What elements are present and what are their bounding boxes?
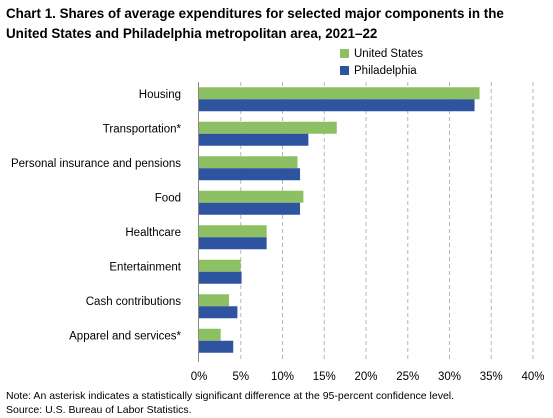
bar-philadelphia <box>199 237 267 250</box>
category-label: Personal insurance and pensions <box>11 158 181 170</box>
x-tick-label: 0% <box>191 371 208 383</box>
bar-philadelphia <box>199 168 301 181</box>
bar-united-states <box>199 225 267 238</box>
category-label: Food <box>155 192 181 204</box>
legend-swatch-us <box>340 49 349 58</box>
legend-item-us: United States <box>340 45 423 62</box>
bar-philadelphia <box>199 202 301 215</box>
bar-philadelphia <box>199 133 309 146</box>
category-label: Apparel and services* <box>69 330 181 342</box>
bar-united-states <box>199 328 221 341</box>
x-tick-label: 30% <box>438 371 461 383</box>
legend-item-philadelphia: Philadelphia <box>340 62 423 79</box>
legend-swatch-philadelphia <box>340 66 349 75</box>
bar-philadelphia <box>199 271 242 284</box>
bar-chart-plot: 0% 5% 10% 15% 20% 25% 30% 35% 40% Housing Transpor… <box>11 82 545 383</box>
category-label: Cash contributions <box>86 296 181 308</box>
x-tick-label: 20% <box>354 371 377 383</box>
bar-united-states <box>199 121 337 134</box>
bar-united-states <box>199 87 480 100</box>
source-text: Source: U.S. Bureau of Labor Statistics. <box>6 404 192 416</box>
x-tick-label: 5% <box>232 371 249 383</box>
legend-label-philadelphia: Philadelphia <box>354 64 417 77</box>
legend: United States Philadelphia <box>340 45 423 79</box>
bar-philadelphia <box>199 99 475 112</box>
category-label: Transportation* <box>103 123 182 135</box>
bar-philadelphia <box>199 340 234 353</box>
bar-united-states <box>199 156 298 169</box>
legend-label-us: United States <box>354 47 424 60</box>
chart-title: Chart 1. Shares of average expenditures … <box>6 6 504 41</box>
chart-notes: Note: An asterisk indicates a statistica… <box>6 389 454 417</box>
bar-united-states <box>199 294 230 307</box>
note-text: Note: An asterisk indicates a statistica… <box>6 390 455 402</box>
bar-united-states <box>199 190 304 203</box>
x-tick-label: 15% <box>313 371 336 383</box>
bar-united-states <box>199 259 241 272</box>
x-tick-label: 25% <box>396 371 419 383</box>
x-tick-label: 10% <box>271 371 294 383</box>
x-tick-label: 35% <box>480 371 503 383</box>
category-label: Housing <box>139 89 181 101</box>
x-tick-label: 40% <box>521 371 544 383</box>
bar-philadelphia <box>199 306 238 319</box>
category-label: Healthcare <box>125 227 181 239</box>
category-label: Entertainment <box>109 261 181 273</box>
